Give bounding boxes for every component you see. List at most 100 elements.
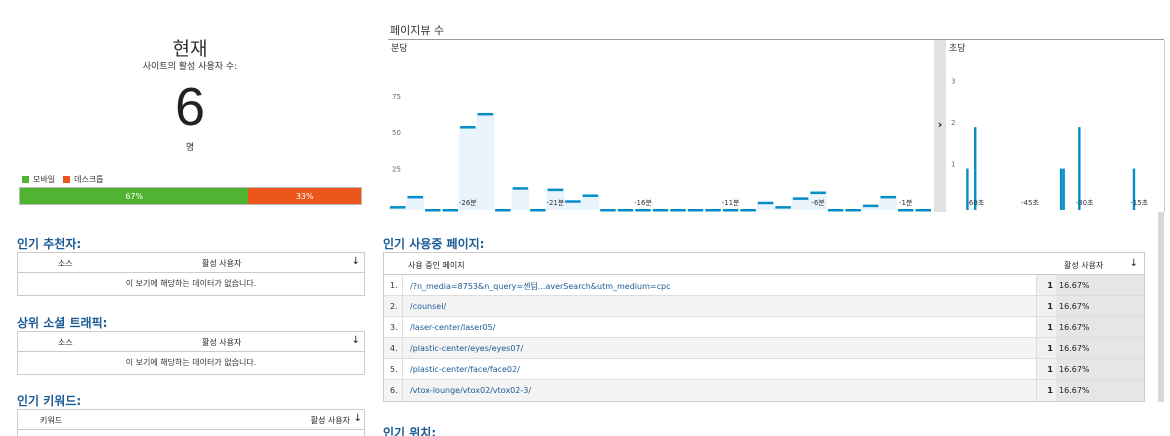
col-active-users[interactable]: 활성 사용자	[202, 259, 242, 268]
users-value: 1	[1047, 281, 1053, 290]
percent-cell: 16.67%	[1056, 275, 1144, 295]
page-link[interactable]: /plastic-center/face/face02/	[410, 365, 520, 374]
second-bar	[1059, 168, 1063, 210]
x-tick-label: -11분	[722, 199, 740, 207]
column-divider	[402, 275, 403, 295]
page-link[interactable]: /?n_media=8753&n_query=센텀...averSearch&u…	[410, 282, 671, 291]
users-cell: 1	[1036, 296, 1056, 316]
top-pages-table: 사용 중인 페이지 활성 사용자 ↓ 1. /?n_media=8753&n_qu…	[383, 252, 1145, 402]
minute-bar	[775, 206, 791, 209]
minute-bar-fill	[791, 198, 810, 210]
chart-divider	[934, 40, 946, 212]
table-row: 2. /counsel/1 16.67%	[384, 296, 1144, 317]
minute-bar	[600, 209, 616, 212]
locations-title: 인기 위치:	[383, 426, 437, 436]
col-page[interactable]: 사용 중인 페이지	[408, 261, 465, 270]
minute-bar	[442, 209, 459, 212]
legend-mobile: 모바일	[22, 174, 55, 185]
table-row: 3. /laser-center/laser05/1 16.67%	[384, 317, 1144, 338]
keywords-table: 키워드 활성 사용자 ↓	[17, 409, 365, 436]
minute-bar-fill	[459, 127, 477, 210]
minute-bar	[635, 209, 651, 212]
y-tick-label: 1	[951, 161, 955, 169]
page-link[interactable]: /plastic-center/eyes/eyes07/	[410, 344, 524, 353]
users-cell: 1	[1036, 380, 1056, 401]
col-active-users[interactable]: 활성 사용자	[202, 338, 242, 347]
minute-subtitle: 분당	[391, 43, 408, 54]
second-bar	[974, 127, 977, 210]
page-link[interactable]: /vtox-lounge/vtox02/vtox02-3/	[410, 386, 532, 395]
users-cell: 1	[1036, 275, 1056, 295]
row-number: 6.	[390, 386, 398, 395]
minute-bar	[687, 209, 704, 212]
table-row: 5. /plastic-center/face/face02/1 16.67%	[384, 359, 1144, 380]
sort-down-icon[interactable]: ↓	[1129, 258, 1138, 269]
social-empty: 이 보기에 해당하는 데이터가 없습니다.	[125, 358, 257, 367]
active-user-count: 6	[174, 77, 206, 137]
minute-bar	[862, 204, 879, 208]
row-number: 2.	[390, 302, 398, 311]
percent-value: 16.67%	[1059, 386, 1090, 395]
minute-bar	[897, 209, 914, 212]
referrals-empty: 이 보기에 해당하는 데이터가 없습니다.	[125, 279, 257, 288]
referrals-title: 인기 추천자:	[17, 237, 82, 251]
x-tick-label: -26분	[459, 199, 477, 207]
minute-bar	[705, 209, 721, 212]
left-panel: 현재 사이트의 활성 사용자 수: 6 명 모바일 데스크톱 67% 33% 인…	[0, 0, 375, 436]
y-tick-label: 25	[392, 166, 401, 174]
page-link[interactable]: /laser-center/laser05/	[410, 323, 496, 332]
device-split-bar: 67% 33%	[19, 187, 362, 205]
top-pages-header: 사용 중인 페이지 활성 사용자 ↓	[384, 253, 1144, 275]
minute-bar	[547, 188, 564, 192]
percent-cell: 16.67%	[1056, 380, 1144, 401]
minute-bar	[407, 195, 424, 199]
percent-value: 16.67%	[1059, 365, 1090, 374]
pageviews-title: 페이지뷰 수	[390, 24, 445, 37]
pageviews-chart: 분당 25 50 75 -26분 -21분 -16분 -11분 -6분 -1분 › 초당 1 2 3 -60초…	[388, 40, 1165, 212]
minute-bar	[425, 209, 441, 212]
col-keyword[interactable]: 키워드	[40, 416, 63, 425]
y-tick-label: 2	[951, 119, 955, 127]
minute-bar	[722, 209, 739, 212]
legend-desktop: 데스크톱	[63, 174, 104, 185]
minute-bar	[915, 209, 931, 212]
table-row: 4. /plastic-center/eyes/eyes07/1 16.67%	[384, 338, 1144, 359]
sort-down-icon[interactable]: ↓	[351, 335, 360, 346]
minute-bar	[460, 126, 476, 129]
col-source[interactable]: 소스	[58, 338, 73, 347]
title-rule	[388, 39, 1164, 40]
page-link[interactable]: /counsel/	[410, 302, 447, 311]
users-cell: 1	[1036, 338, 1056, 358]
minute-bar	[530, 209, 546, 212]
legend-desktop-label: 데스크톱	[74, 175, 104, 184]
minute-bar	[792, 197, 809, 200]
minute-bar-fill	[546, 189, 565, 210]
minute-bar-fill	[406, 196, 425, 210]
minute-bar-fill	[861, 205, 880, 210]
percent-cell: 16.67%	[1056, 296, 1144, 316]
second-subtitle: 초당	[949, 43, 966, 54]
column-divider	[402, 338, 403, 358]
users-value: 1	[1047, 365, 1053, 374]
col-active-users[interactable]: 활성 사용자	[310, 416, 350, 425]
count-unit: 명	[185, 143, 195, 153]
second-bar	[1062, 168, 1065, 210]
y-tick-label: 50	[392, 129, 401, 137]
col-source[interactable]: 소스	[58, 259, 73, 268]
second-bar	[1132, 168, 1136, 210]
minute-bar	[582, 194, 599, 197]
y-tick-label: 75	[392, 93, 401, 101]
minute-bar	[740, 209, 756, 212]
col-active-users[interactable]: 활성 사용자	[1064, 261, 1104, 270]
referrals-header: 소스 활성 사용자 ↓	[18, 253, 364, 273]
minute-bar	[757, 201, 774, 205]
row-number: 5.	[390, 365, 398, 374]
minute-bar	[810, 191, 826, 195]
sort-down-icon[interactable]: ↓	[351, 256, 360, 267]
minute-bar	[617, 209, 634, 212]
scrollbar[interactable]	[1158, 212, 1164, 402]
social-title: 상위 소셜 트래픽:	[17, 316, 108, 330]
top-pages-title: 인기 사용중 페이지:	[383, 237, 485, 251]
sort-down-icon[interactable]: ↓	[353, 413, 362, 424]
social-table: 소스 활성 사용자 ↓ 이 보기에 해당하는 데이터가 없습니다.	[17, 331, 365, 375]
